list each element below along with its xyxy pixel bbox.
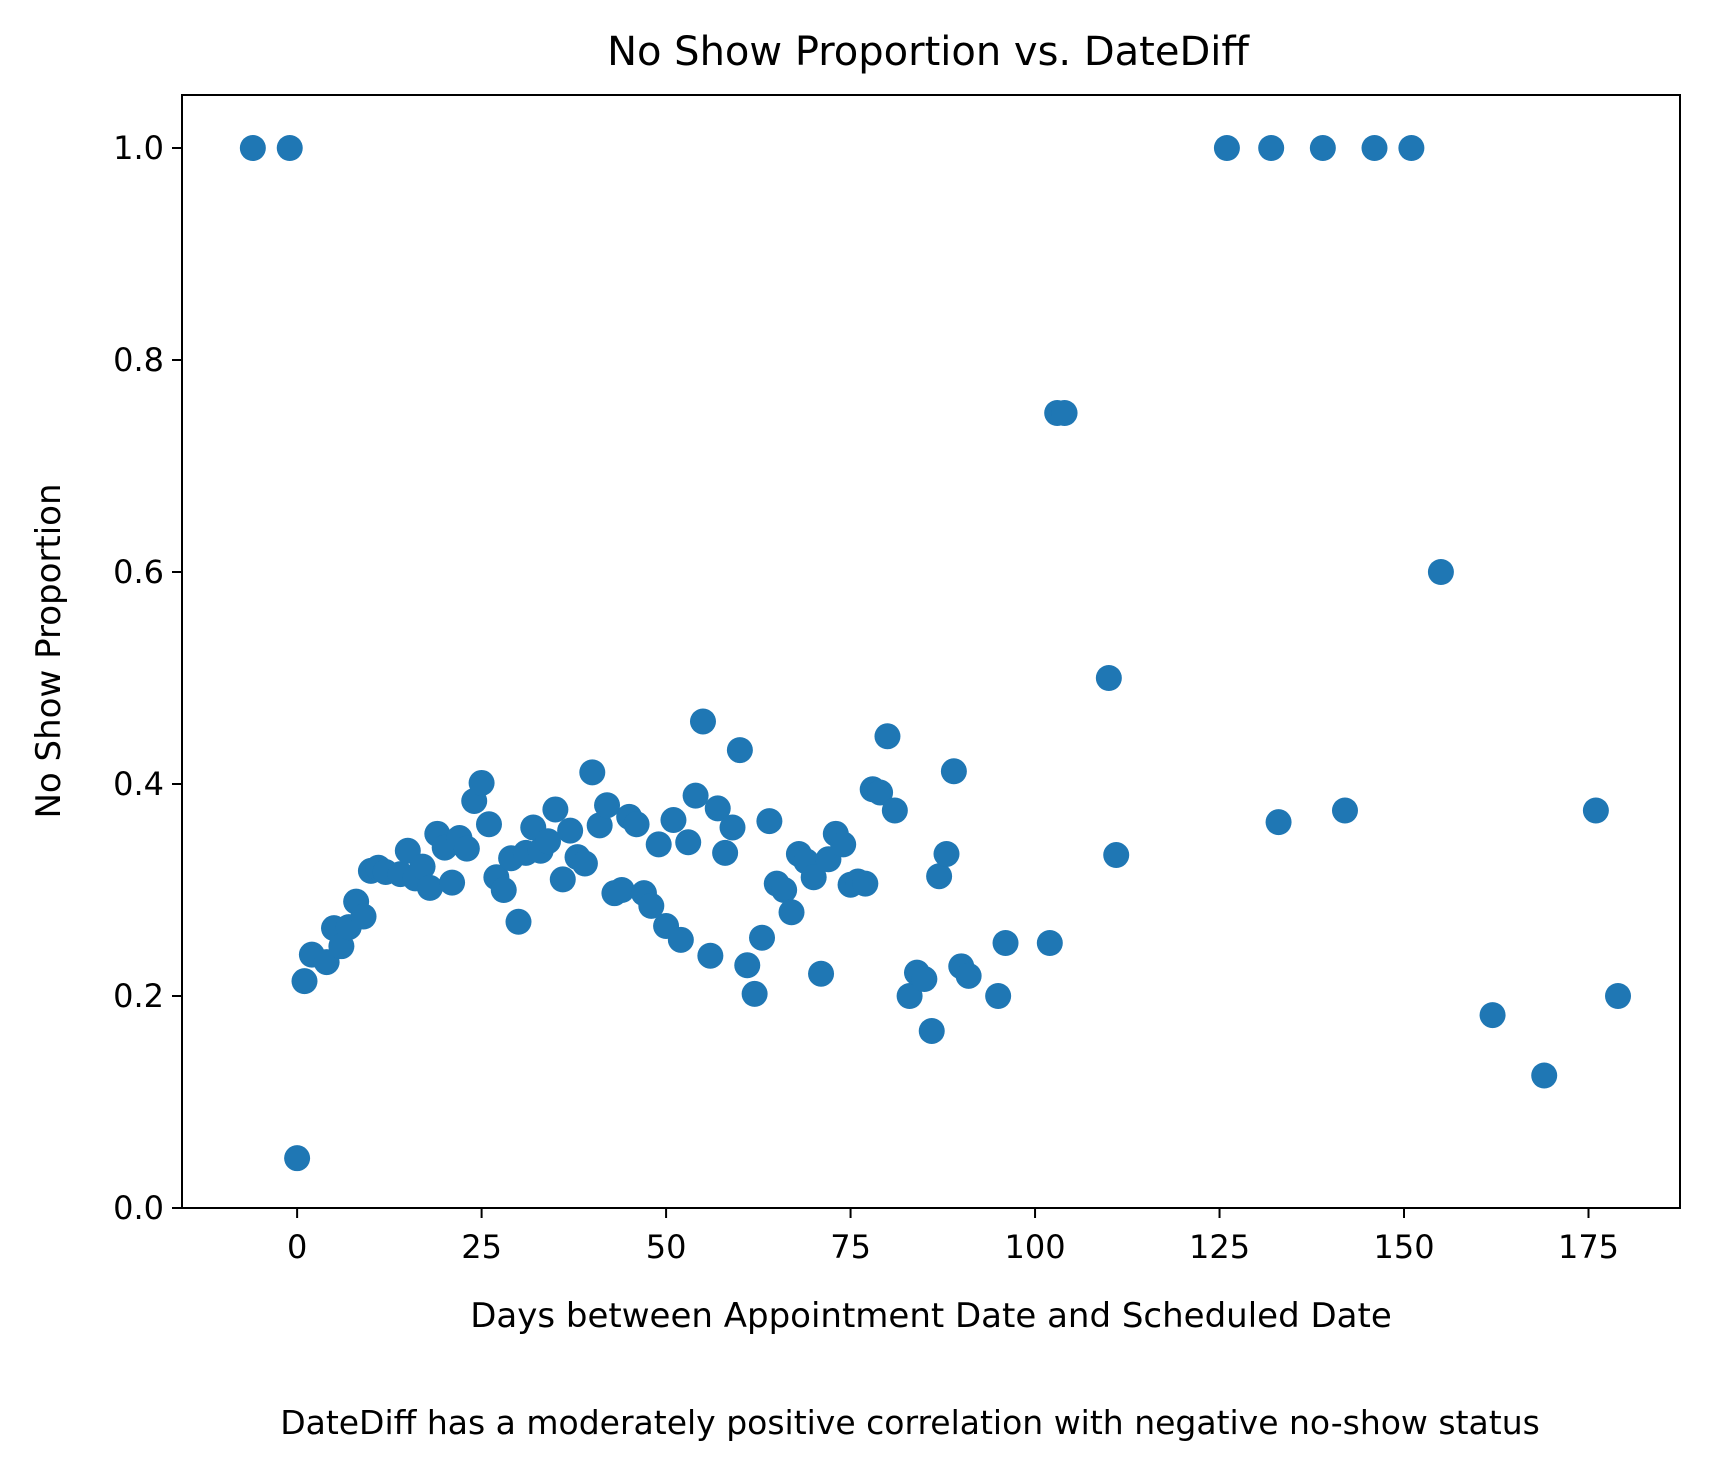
data-points xyxy=(239,135,1632,1172)
data-point xyxy=(756,808,783,835)
data-point xyxy=(1398,135,1425,161)
data-point xyxy=(645,831,672,858)
data-point xyxy=(874,723,901,750)
x-tick-label: 125 xyxy=(1189,1228,1250,1266)
x-tick-label: 25 xyxy=(461,1228,502,1266)
data-point xyxy=(1361,135,1388,161)
data-point xyxy=(291,968,318,995)
data-point xyxy=(808,960,835,987)
data-point xyxy=(1213,135,1240,161)
data-point xyxy=(1427,559,1454,585)
data-point xyxy=(689,708,716,735)
x-axis-label: Days between Appointment Date and Schedu… xyxy=(470,1296,1392,1336)
y-axis-ticks: 0.0 0.2 0.4 0.6 0.8 1.0 xyxy=(113,129,182,1227)
data-point xyxy=(571,850,598,877)
data-point xyxy=(719,814,746,841)
x-tick-label: 100 xyxy=(1005,1228,1066,1266)
y-axis-label: No Show Proportion xyxy=(29,483,69,818)
data-point xyxy=(852,870,879,897)
data-point xyxy=(1258,135,1285,161)
data-point xyxy=(475,811,502,838)
data-point xyxy=(940,758,967,785)
data-point xyxy=(697,942,724,969)
data-point xyxy=(594,792,621,819)
y-tick-label: 0.2 xyxy=(113,977,164,1015)
data-point xyxy=(535,828,562,855)
data-point xyxy=(1095,665,1122,691)
data-point xyxy=(778,899,805,926)
data-point xyxy=(933,840,960,867)
y-tick-label: 1.0 xyxy=(113,129,164,167)
data-point xyxy=(1531,1062,1558,1089)
data-point xyxy=(771,877,798,903)
y-tick-label: 0.4 xyxy=(113,765,164,803)
data-point xyxy=(1331,797,1358,824)
data-point xyxy=(638,892,665,919)
plot-area-frame xyxy=(181,94,1681,1209)
data-point xyxy=(1582,797,1609,824)
x-tick-label: 150 xyxy=(1373,1228,1434,1266)
data-point xyxy=(1103,842,1130,869)
data-point xyxy=(867,779,894,806)
x-tick-label: 50 xyxy=(646,1228,687,1266)
data-point xyxy=(985,983,1012,1009)
data-point xyxy=(992,930,1019,956)
data-point xyxy=(1309,135,1336,161)
data-point xyxy=(1265,809,1292,836)
data-point xyxy=(712,839,739,866)
data-point xyxy=(276,135,303,161)
data-point xyxy=(1605,983,1632,1009)
data-point xyxy=(579,759,606,786)
data-point xyxy=(542,796,569,823)
data-point xyxy=(800,864,827,891)
y-tick-label: 0.6 xyxy=(113,553,164,591)
data-point xyxy=(704,795,731,822)
data-point xyxy=(955,962,982,989)
data-point xyxy=(505,908,532,935)
data-point xyxy=(918,1017,945,1044)
x-tick-label: 75 xyxy=(830,1228,871,1266)
data-point xyxy=(660,807,687,834)
data-point xyxy=(675,829,702,856)
data-point xyxy=(734,952,761,979)
data-point xyxy=(881,797,908,824)
x-tick-label: 175 xyxy=(1558,1228,1619,1266)
data-point xyxy=(549,866,576,893)
data-point xyxy=(1036,930,1063,956)
chart-title: No Show Proportion vs. DateDiff xyxy=(607,29,1250,75)
data-point xyxy=(667,926,694,953)
data-point xyxy=(608,877,635,903)
data-point xyxy=(350,903,377,930)
data-point xyxy=(926,863,953,890)
data-point xyxy=(741,980,768,1007)
data-point xyxy=(557,817,584,844)
x-axis-ticks: 0 25 50 75 100 125 150 175 xyxy=(287,1208,1619,1266)
data-point xyxy=(409,853,436,880)
data-point xyxy=(1051,400,1078,426)
data-point xyxy=(586,812,613,839)
data-point xyxy=(468,769,495,796)
y-tick-label: 0.0 xyxy=(113,1189,164,1227)
x-tick-label: 0 xyxy=(287,1228,307,1266)
data-point xyxy=(623,811,650,838)
y-tick-label: 0.8 xyxy=(113,341,164,379)
data-point xyxy=(830,831,857,858)
data-point xyxy=(749,924,776,951)
data-point xyxy=(911,966,938,993)
data-point xyxy=(416,874,443,901)
data-point xyxy=(726,737,753,764)
data-point xyxy=(490,877,517,903)
data-point xyxy=(453,835,480,862)
data-point xyxy=(896,983,923,1009)
data-point xyxy=(284,1145,311,1172)
data-point xyxy=(439,869,466,896)
data-point xyxy=(682,782,709,809)
chart-caption: DateDiff has a moderately positive corre… xyxy=(280,1403,1540,1442)
data-point xyxy=(239,135,266,161)
data-point xyxy=(1479,1002,1506,1029)
